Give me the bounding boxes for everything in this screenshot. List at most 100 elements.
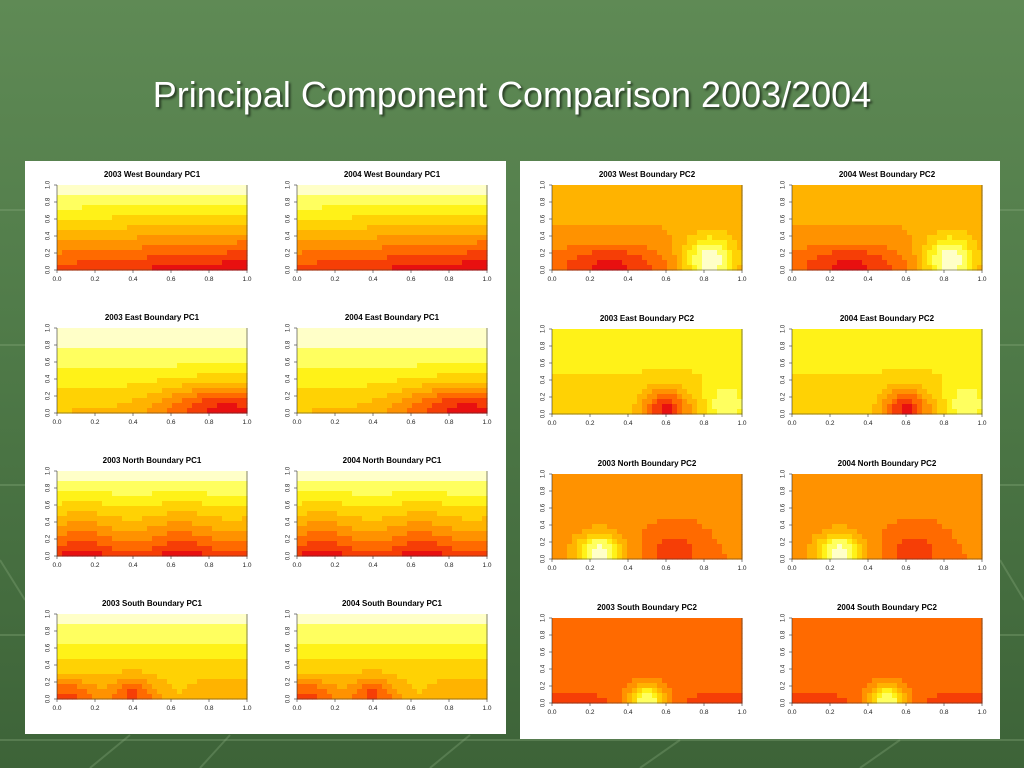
heat-cell xyxy=(367,476,373,482)
heat-cell xyxy=(117,240,123,246)
heat-cell xyxy=(187,526,193,532)
heat-cell xyxy=(122,546,128,552)
heat-cell xyxy=(197,185,203,191)
heat-cell xyxy=(322,230,328,236)
heat-cell xyxy=(377,619,383,625)
heat-cell xyxy=(77,644,83,650)
x-tick-label: 0.8 xyxy=(204,705,213,712)
heat-cell xyxy=(337,496,343,502)
heat-cell xyxy=(337,225,343,231)
heat-cell xyxy=(417,378,423,384)
heat-cell xyxy=(317,684,323,690)
heat-cell xyxy=(432,225,438,231)
heat-cell xyxy=(187,265,193,271)
heat-cell xyxy=(217,674,223,680)
heat-cell xyxy=(112,531,118,537)
heat-cell xyxy=(302,664,308,670)
heat-cell xyxy=(357,689,363,695)
heat-cell xyxy=(127,245,133,251)
heat-cell xyxy=(137,408,143,414)
heat-cell xyxy=(467,403,473,409)
heat-cell xyxy=(447,195,453,201)
heat-cell xyxy=(407,250,413,256)
heat-cell xyxy=(382,255,388,261)
heat-cell xyxy=(177,195,183,201)
heat-cell xyxy=(237,348,243,354)
heat-cell xyxy=(357,328,363,334)
heat-cell xyxy=(102,343,108,349)
heat-cell xyxy=(242,511,248,517)
heat-cell xyxy=(112,210,118,216)
heat-cell xyxy=(417,245,423,251)
heat-cell xyxy=(187,639,193,645)
heat-cell xyxy=(147,240,153,246)
heat-cell xyxy=(377,644,383,650)
heat-cell xyxy=(352,353,358,359)
heat-cell xyxy=(182,378,188,384)
heat-cell xyxy=(407,265,413,271)
heat-cell xyxy=(367,619,373,625)
heat-cell xyxy=(387,496,393,502)
heat-cell xyxy=(397,521,403,527)
heat-cell xyxy=(462,210,468,216)
heat-cell xyxy=(172,215,178,221)
heat-cell xyxy=(407,491,413,497)
heat-cell xyxy=(152,634,158,640)
heat-cell xyxy=(192,496,198,502)
heat-cell xyxy=(207,629,213,635)
heat-cell xyxy=(82,348,88,354)
heat-cell xyxy=(192,373,198,379)
heat-cell xyxy=(202,501,208,507)
heat-cell xyxy=(157,491,163,497)
heat-cell xyxy=(127,333,133,339)
heat-cell xyxy=(482,373,488,379)
heat-cell xyxy=(142,368,148,374)
heat-cell xyxy=(157,506,163,512)
heat-cell xyxy=(162,220,168,226)
heat-cell xyxy=(317,260,323,266)
heat-cell xyxy=(382,531,388,537)
heat-cell xyxy=(67,481,73,487)
heat-cell xyxy=(167,185,173,191)
heat-cell xyxy=(402,245,408,251)
heat-cell xyxy=(167,654,173,660)
heat-cell xyxy=(387,245,393,251)
heat-cell xyxy=(307,659,313,665)
heat-cell xyxy=(57,265,63,271)
heat-cell xyxy=(207,471,213,477)
heat-cell xyxy=(367,260,373,266)
heat-cell xyxy=(107,388,113,394)
heat-cell xyxy=(177,398,183,404)
heat-cell xyxy=(377,654,383,660)
heat-cell xyxy=(317,235,323,241)
heat-cell xyxy=(192,368,198,374)
heat-cell xyxy=(447,265,453,271)
heat-cell xyxy=(162,531,168,537)
heat-cell xyxy=(217,338,223,344)
heat-cell xyxy=(457,195,463,201)
heat-cell xyxy=(142,388,148,394)
heat-cell xyxy=(227,511,233,517)
heat-cell xyxy=(207,388,213,394)
heat-cell xyxy=(437,368,443,374)
heat-cell xyxy=(72,654,78,660)
heat-cell xyxy=(197,358,203,364)
heat-cell xyxy=(447,220,453,226)
heat-cell xyxy=(162,398,168,404)
heat-cell xyxy=(432,491,438,497)
heat-cell xyxy=(297,403,303,409)
heat-cell xyxy=(317,679,323,685)
heat-cell xyxy=(357,516,363,522)
heat-cell xyxy=(232,378,238,384)
heat-cell xyxy=(72,536,78,542)
heat-cell xyxy=(127,338,133,344)
heat-cell xyxy=(302,393,308,399)
heat-cell xyxy=(362,546,368,552)
heat-cell xyxy=(152,388,158,394)
heat-cell xyxy=(97,674,103,680)
heat-cell xyxy=(442,245,448,251)
heat-cell xyxy=(237,511,243,517)
heat-cell xyxy=(132,486,138,492)
heat-cell xyxy=(372,669,378,675)
heat-cell xyxy=(407,338,413,344)
